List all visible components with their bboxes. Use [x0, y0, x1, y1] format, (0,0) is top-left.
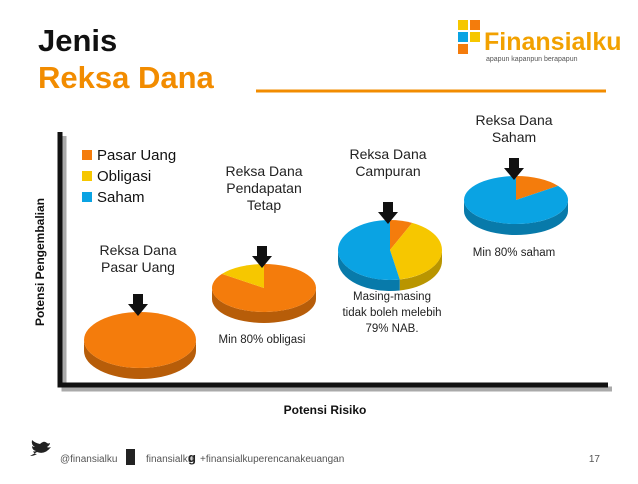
pie-slice	[338, 220, 400, 280]
pie-note: Min 80% obligasi	[219, 334, 306, 346]
page-number: 17	[589, 454, 601, 465]
legend-label: Obligasi	[97, 168, 151, 185]
logo: Finansialku apapun kapanpun berapapun	[458, 20, 622, 63]
pie-label: Reksa Dana	[225, 163, 302, 179]
pie-slice	[212, 264, 317, 312]
title-line-2: Reksa Dana	[38, 60, 215, 95]
pie-label: Tetap	[247, 197, 281, 213]
y-axis-label: Potensi Pengembalian	[33, 198, 47, 326]
footer-facebook: finansialku	[146, 454, 193, 465]
axes	[57, 132, 612, 392]
pie-slice	[516, 176, 559, 200]
pie-note: 79% NAB.	[365, 323, 418, 335]
pie-slice	[84, 312, 196, 368]
legend-swatch	[82, 171, 92, 181]
pie-label: Pasar Uang	[101, 259, 175, 275]
legend-swatch	[82, 150, 92, 160]
legend-swatch	[82, 192, 92, 202]
google-icon: g	[188, 450, 196, 465]
pie-label: Saham	[492, 129, 536, 145]
legend-label: Saham	[97, 189, 145, 206]
pie-slice	[390, 220, 413, 250]
pointer-arrow	[504, 158, 524, 180]
logo-tagline: apapun kapanpun berapapun	[486, 56, 578, 63]
pie-label: Reksa Dana	[349, 146, 426, 162]
pie-slice	[464, 176, 568, 225]
pie-slice	[390, 222, 443, 280]
pie-slice	[221, 264, 264, 288]
pie-note: Masing-masing	[353, 291, 431, 303]
footer-twitter: @finansialku	[60, 454, 117, 465]
pie-side	[212, 288, 316, 323]
pie-side	[464, 200, 568, 235]
pie-label: Reksa Dana	[475, 112, 552, 128]
pie-side	[338, 250, 400, 292]
pie-label: Reksa Dana	[99, 242, 176, 258]
pie-note: Min 80% saham	[473, 247, 555, 259]
pie-label: Pendapatan	[226, 180, 302, 196]
title-line-1: Jenis	[38, 23, 117, 58]
pointer-arrow	[128, 294, 148, 316]
logo-name: Finansialku	[484, 28, 622, 56]
pointer-arrow	[378, 202, 398, 224]
pie-side	[84, 340, 196, 379]
footer-google: +finansialkuperencanakeuangan	[200, 454, 344, 465]
x-axis-label: Potensi Risiko	[284, 403, 367, 417]
footer: @finansialku finansialku g +finansialkup…	[30, 440, 600, 465]
pie-side	[399, 250, 443, 291]
pie-label: Campuran	[355, 163, 420, 179]
pie-note: tidak boleh melebih	[342, 307, 441, 319]
pointer-arrow	[252, 246, 272, 268]
legend-label: Pasar Uang	[97, 147, 176, 164]
